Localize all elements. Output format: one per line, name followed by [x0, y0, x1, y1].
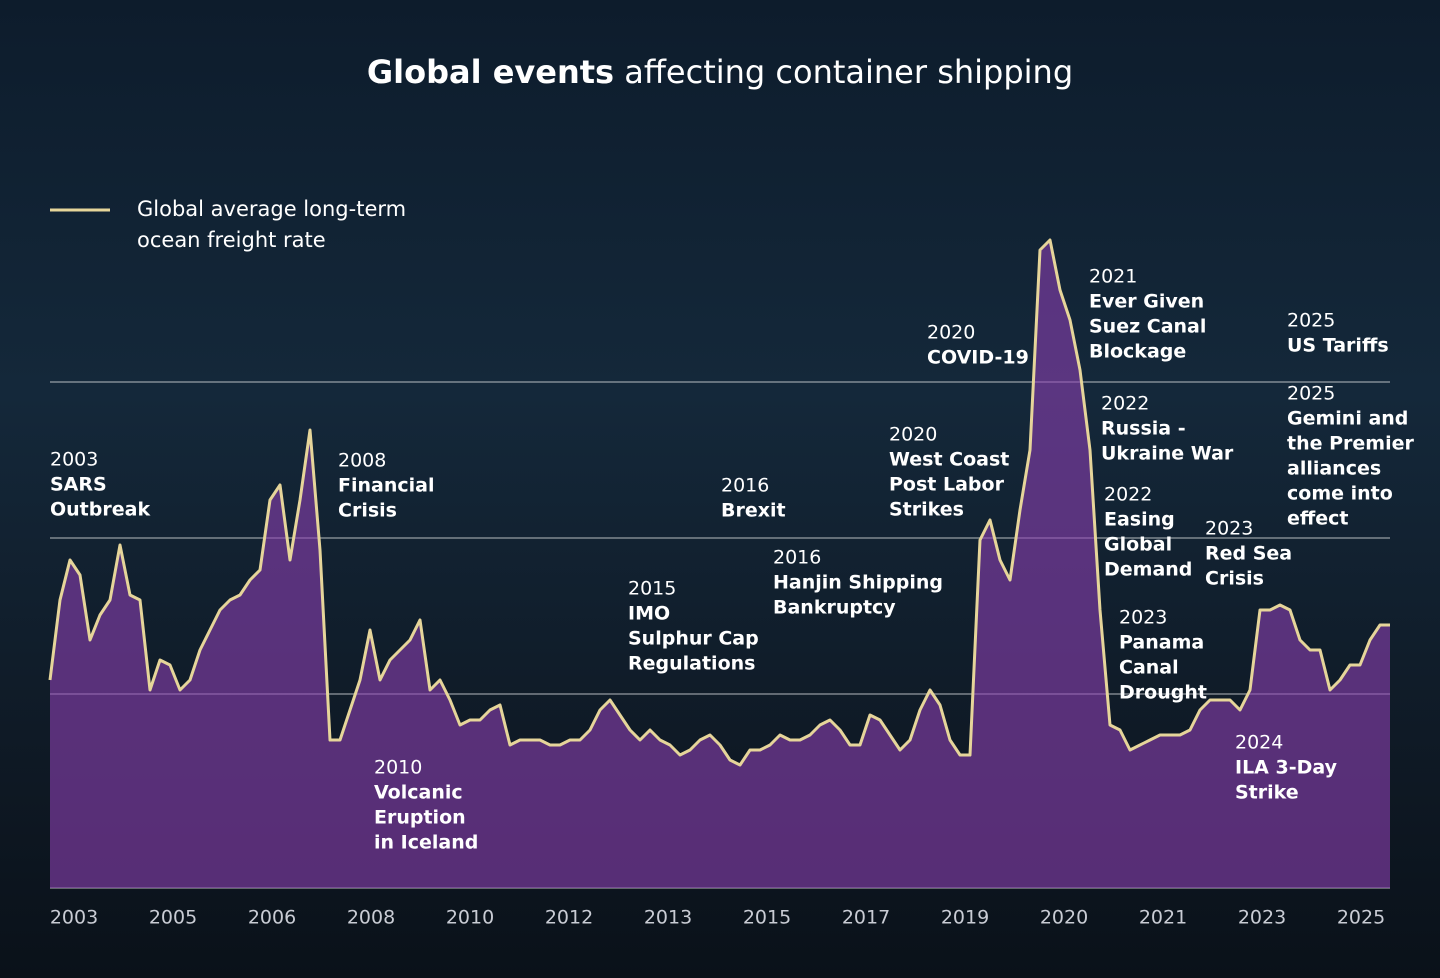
x-tick-label: 2005 [149, 907, 197, 929]
annotation-year: 2008 [338, 450, 386, 472]
annotation-text: Ever Given [1089, 291, 1204, 313]
annotation-text: SARS [50, 474, 107, 496]
annotation-text: Crisis [1205, 568, 1264, 590]
legend-label: Global average long-term ocean freight r… [137, 197, 407, 252]
annotation-year: 2022 [1104, 484, 1152, 506]
annotation-year: 2025 [1287, 310, 1335, 332]
annotation-text: Bankruptcy [773, 597, 896, 619]
annotation-text: Russia - [1101, 418, 1186, 440]
annotation-text: Regulations [628, 653, 755, 675]
annotation-text: the Premier [1287, 433, 1414, 455]
annotation-text: Suez Canal [1089, 316, 1206, 338]
annotation-year: 2023 [1119, 607, 1167, 629]
annotation-text: Crisis [338, 500, 397, 522]
annotation-text: IMO [628, 603, 670, 625]
area [50, 240, 1390, 888]
x-tick-label: 2025 [1337, 907, 1385, 929]
annotation-text: Canal [1119, 657, 1179, 679]
annotation-text: Strike [1235, 782, 1299, 804]
annotation-text: Outbreak [50, 499, 150, 521]
annotation-text: effect [1287, 508, 1349, 530]
annotation-text: Gemini and [1287, 408, 1408, 430]
annotation-year: 2022 [1101, 393, 1149, 415]
x-tick-label: 2019 [941, 907, 989, 929]
chart-title: Global events affecting container shippi… [367, 53, 1073, 91]
annotation-text: alliances [1287, 458, 1381, 480]
title-bold: Global events [367, 53, 614, 91]
annotation-text: Strikes [889, 499, 964, 521]
annotation-text: Easing [1104, 509, 1175, 531]
annotation-year: 2016 [721, 475, 769, 497]
x-tick-label: 2017 [842, 907, 890, 929]
x-tick-label: 2006 [248, 907, 296, 929]
annotation-text: COVID-19 [927, 347, 1029, 369]
annotation-text: ILA 3-Day [1235, 757, 1338, 779]
annotation-year: 2020 [889, 424, 937, 446]
annotation-year: 2020 [927, 322, 975, 344]
x-tick-label: 2015 [743, 907, 791, 929]
title-rest: affecting container shipping [624, 53, 1073, 91]
annotation-text: Drought [1119, 682, 1207, 704]
x-tick-label: 2013 [644, 907, 692, 929]
annotation-text: Hanjin Shipping [773, 572, 943, 594]
annotation-year: 2025 [1287, 383, 1335, 405]
annotation-text: Eruption [374, 807, 466, 829]
annotation-year: 2016 [773, 547, 821, 569]
annotation-text: Blockage [1089, 341, 1186, 363]
annotation-text: Global [1104, 534, 1172, 556]
annotation-text: Red Sea [1205, 543, 1292, 565]
annotation-text: Volcanic [374, 782, 463, 804]
annotation-text: Demand [1104, 559, 1192, 581]
x-tick-label: 2012 [545, 907, 593, 929]
annotation-text: Financial [338, 475, 434, 497]
line [48, 238, 1390, 767]
x-tick-label: 2003 [50, 907, 98, 929]
x-tick-label: 2010 [446, 907, 494, 929]
annotation-text: West Coast [889, 449, 1009, 471]
annotation-year: 2021 [1089, 266, 1137, 288]
x-tick-label: 2008 [347, 907, 395, 929]
annotation-text: in Iceland [374, 832, 478, 854]
x-tick-label: 2021 [1139, 907, 1187, 929]
annotation-year: 2010 [374, 757, 422, 779]
annotation-text: US Tariffs [1287, 335, 1389, 357]
annotation-text: Panama [1119, 632, 1204, 654]
x-tick-label: 2023 [1238, 907, 1286, 929]
annotation-text: Brexit [721, 500, 786, 522]
annotation-year: 2024 [1235, 732, 1283, 754]
annotation-text: Sulphur Cap [628, 628, 759, 650]
annotation-year: 2003 [50, 449, 98, 471]
annotation-year: 2015 [628, 578, 676, 600]
annotation-text: Post Labor [889, 474, 1005, 496]
annotation-text: come into [1287, 483, 1393, 505]
annotation-year: 2023 [1205, 518, 1253, 540]
x-tick-label: 2020 [1040, 907, 1088, 929]
annotation-text: Ukraine War [1101, 443, 1234, 465]
